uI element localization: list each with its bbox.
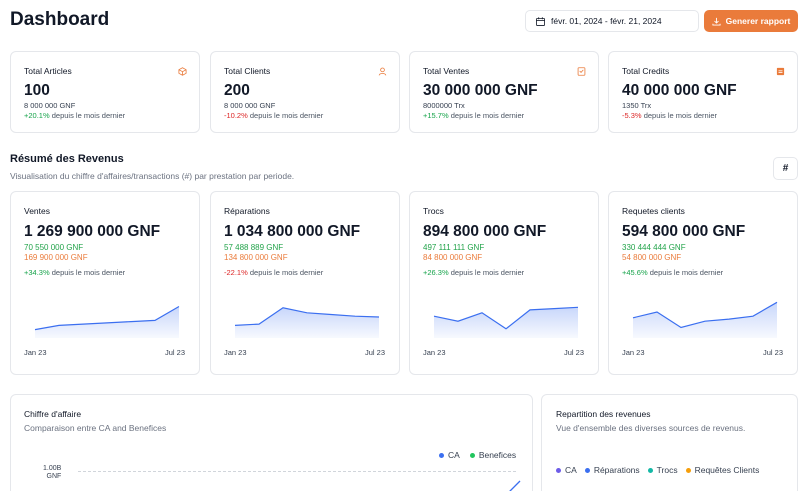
- revenue-section-title: Résumé des Revenus: [10, 153, 124, 165]
- stat-change: -10.2% depuis le mois dernier: [224, 111, 324, 120]
- revenue-orange-value: 54 800 000 GNF: [622, 253, 682, 262]
- stat-card-credits: Total Credits 40 000 000 GNF 1350 Trx -5…: [608, 51, 798, 133]
- stat-title: Total Credits: [622, 66, 670, 76]
- legend-item[interactable]: Trocs: [647, 465, 678, 475]
- legend-dot: [439, 452, 444, 458]
- header: Dashboard févr. 01, 2024 - févr. 21, 202…: [10, 8, 798, 36]
- revenue-title: Trocs: [423, 206, 444, 216]
- revenue-change: +34.3% depuis le mois dernier: [24, 268, 126, 277]
- stat-value: 200: [224, 82, 250, 99]
- stat-value: 30 000 000 GNF: [423, 82, 538, 99]
- stat-change: +20.1% depuis le mois dernier: [24, 111, 126, 120]
- sparkline-chart: [34, 305, 180, 338]
- page-title: Dashboard: [10, 9, 110, 30]
- package-icon: [178, 67, 187, 76]
- revenue-orange-value: 84 800 000 GNF: [423, 253, 483, 262]
- stat-sub: 8 000 000 GNF: [224, 101, 276, 110]
- revenue-change: +26.3% depuis le mois dernier: [423, 268, 525, 277]
- sparkline-area: [633, 302, 777, 338]
- revenue-title: Requetes clients: [622, 206, 685, 216]
- legend-dot: [556, 467, 561, 473]
- stat-value: 40 000 000 GNF: [622, 82, 737, 99]
- stat-change: +15.7% depuis le mois dernier: [423, 111, 525, 120]
- revenue-orange-value: 134 800 000 GNF: [224, 253, 288, 262]
- ca-chart-card: Chiffre d'affaire Comparaison entre CA a…: [10, 394, 533, 491]
- sparkline-chart: [632, 301, 778, 338]
- sparkline-chart: [433, 306, 579, 338]
- stat-title: Total Ventes: [423, 66, 470, 76]
- stat-sub: 8 000 000 GNF: [24, 101, 76, 110]
- revenue-section-subtitle: Visualisation du chiffre d'affaires/tran…: [10, 171, 295, 181]
- stat-card-articles: Total Articles 100 8 000 000 GNF +20.1% …: [10, 51, 200, 133]
- x-axis-start-label: Jan 23: [423, 348, 446, 357]
- grid-line: [78, 471, 516, 472]
- revenue-change: +45.6% depuis le mois dernier: [622, 268, 724, 277]
- revenue-card-requetes: Requetes clients 594 800 000 GNF 330 444…: [608, 191, 798, 375]
- x-axis-start-label: Jan 23: [224, 348, 247, 357]
- revenue-value: 1 034 800 000 GNF: [224, 223, 361, 240]
- revenue-change: -22.1% depuis le mois dernier: [224, 268, 324, 277]
- date-range-text: févr. 01, 2024 - févr. 21, 2024: [551, 16, 662, 26]
- stat-title: Total Articles: [24, 66, 72, 76]
- revenue-title: Ventes: [24, 206, 50, 216]
- sparkline-area: [235, 307, 379, 338]
- revenue-orange-value: 169 900 000 GNF: [24, 253, 88, 262]
- receipt-icon: [577, 67, 586, 76]
- toggle-count-button[interactable]: #: [773, 157, 798, 180]
- x-axis-start-label: Jan 23: [622, 348, 645, 357]
- ca-chart-title: Chiffre d'affaire: [24, 409, 82, 419]
- legend-dot: [584, 467, 590, 473]
- ca-series-line: [509, 480, 521, 491]
- stat-value: 100: [24, 82, 50, 99]
- stat-change: -5.3% depuis le mois dernier: [622, 111, 718, 120]
- sparkline-area: [434, 307, 578, 338]
- revenue-green-value: 330 444 444 GNF: [622, 243, 686, 252]
- legend-dot: [469, 452, 475, 458]
- date-range-picker[interactable]: févr. 01, 2024 - févr. 21, 2024: [525, 10, 699, 32]
- x-axis-end-label: Jul 23: [164, 348, 185, 357]
- x-axis-end-label: Jul 23: [364, 348, 385, 357]
- revenue-value: 594 800 000 GNF: [622, 223, 746, 240]
- repartition-legend: CA Réparations Trocs Requêtes Clients: [556, 465, 759, 475]
- legend-dot: [647, 467, 653, 473]
- stat-sub: 1350 Trx: [622, 101, 652, 110]
- stat-title: Total Clients: [224, 66, 271, 76]
- sparkline-chart: [234, 307, 380, 338]
- calendar-icon: [536, 16, 545, 26]
- user-icon: [378, 67, 387, 76]
- ca-chart-subtitle: Comparaison entre CA and Benefices: [24, 423, 167, 433]
- repartition-card: Repartition des revenues Vue d'ensemble …: [541, 394, 798, 491]
- revenue-value: 1 269 900 000 GNF: [24, 223, 161, 240]
- legend-dot: [685, 467, 691, 473]
- sparkline-area: [35, 306, 179, 338]
- download-icon: [712, 17, 721, 26]
- credit-icon: [776, 67, 785, 76]
- legend-item[interactable]: Requêtes Clients: [685, 465, 759, 475]
- stat-card-ventes: Total Ventes 30 000 000 GNF 8000000 Trx …: [409, 51, 599, 133]
- generate-report-label: Generer rapport: [725, 16, 791, 26]
- revenue-green-value: 57 488 889 GNF: [224, 243, 284, 252]
- legend-item[interactable]: CA: [439, 450, 460, 460]
- y-axis-tick: 1.00B GNF: [43, 465, 62, 480]
- generate-report-button[interactable]: Generer rapport: [704, 10, 798, 32]
- stat-sub: 8000000 Trx: [423, 101, 465, 110]
- stat-card-clients: Total Clients 200 8 000 000 GNF -10.2% d…: [210, 51, 400, 133]
- revenue-card-reparations: Réparations 1 034 800 000 GNF 57 488 889…: [210, 191, 400, 375]
- legend-item[interactable]: CA: [556, 465, 577, 475]
- revenue-green-value: 497 111 111 GNF: [423, 243, 485, 252]
- x-axis-end-label: Jul 23: [762, 348, 783, 357]
- x-axis-end-label: Jul 23: [563, 348, 584, 357]
- ca-chart-legend: CA Benefices: [439, 450, 516, 460]
- revenue-green-value: 70 550 000 GNF: [24, 243, 84, 252]
- x-axis-start-label: Jan 23: [24, 348, 47, 357]
- repartition-subtitle: Vue d'ensemble des diverses sources de r…: [556, 423, 746, 433]
- revenue-card-ventes: Ventes 1 269 900 000 GNF 70 550 000 GNF …: [10, 191, 200, 375]
- repartition-title: Repartition des revenues: [556, 409, 651, 419]
- legend-item[interactable]: Benefices: [469, 450, 516, 460]
- revenue-title: Réparations: [224, 206, 270, 216]
- revenue-card-trocs: Trocs 894 800 000 GNF 497 111 111 GNF 84…: [409, 191, 599, 375]
- legend-item[interactable]: Réparations: [584, 465, 640, 475]
- revenue-value: 894 800 000 GNF: [423, 223, 547, 240]
